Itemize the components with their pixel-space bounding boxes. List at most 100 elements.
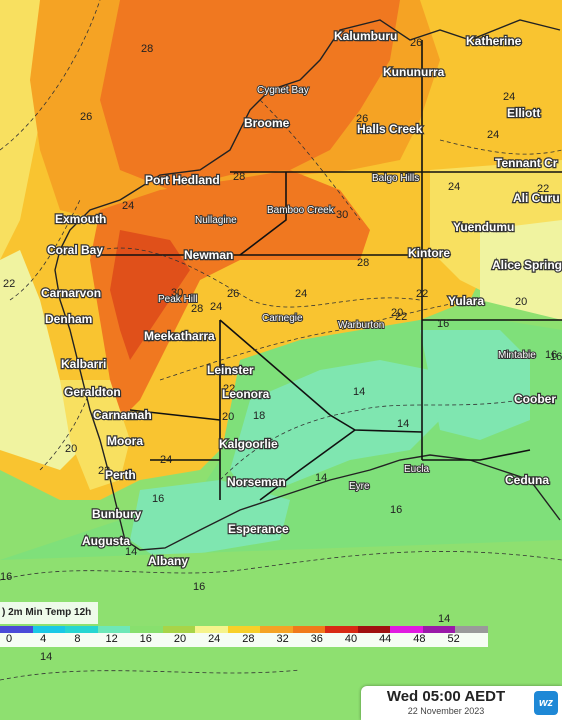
legend-swatch: [130, 626, 163, 633]
contour-label: 16: [152, 493, 164, 505]
legend-swatch: [227, 626, 261, 633]
contour-label: 14: [315, 472, 327, 484]
contour-label: 28: [191, 303, 203, 315]
town-label: Katherine: [466, 34, 522, 48]
legend-swatch: [390, 626, 423, 633]
town-label: Balgo Hills: [372, 173, 419, 184]
town-label: Broome: [244, 116, 290, 130]
town-label: Eyre: [349, 481, 370, 492]
legend-tick: 24: [208, 633, 221, 645]
town-label: Geraldton: [64, 385, 121, 399]
legend-swatch: [65, 626, 98, 633]
legend-tick: 8: [74, 633, 81, 645]
town-label: Port Hedland: [145, 173, 220, 187]
contour-label: 16: [550, 351, 562, 363]
town-label: Coober: [514, 392, 556, 406]
timestamp-box: Wed 05:00 AEDT 22 November 2023 wz: [361, 686, 562, 720]
contour-label: 22: [3, 278, 15, 290]
legend-swatch: [325, 626, 358, 633]
town-label: Coral Bay: [47, 243, 103, 257]
contour-label: 18: [253, 410, 265, 422]
timestamp-date: 22 November 2023: [407, 706, 485, 716]
timestamp-label: Wed 05:00 AEDT: [386, 688, 506, 705]
legend-swatch: [162, 626, 196, 633]
legend-tick: 48: [413, 633, 426, 645]
town-label: Carnegie: [262, 313, 303, 324]
town-label: Ceduna: [505, 473, 549, 487]
contour-label: 16: [545, 349, 557, 361]
legend-swatch: [32, 626, 66, 633]
legend-swatch: [260, 626, 293, 633]
contour-label: 26: [80, 111, 92, 123]
contour-label: 14: [438, 613, 450, 625]
town-label: Carnamah: [93, 408, 152, 422]
legend-tick: 44: [379, 633, 392, 645]
contour-label: 22: [98, 465, 110, 477]
town-label: Yulara: [448, 294, 484, 308]
town-label: Bunbury: [92, 507, 142, 521]
contour-label: 16: [437, 318, 449, 330]
contour-label: 20: [222, 411, 234, 423]
legend-tick: 20: [173, 633, 187, 645]
town-label: Esperance: [228, 522, 289, 536]
town-label: Carnarvon: [41, 286, 101, 300]
town-label: Meekatharra: [144, 329, 215, 343]
contour-label: 24: [503, 91, 515, 103]
town-label: Perth: [105, 468, 136, 482]
state-borders: [100, 40, 562, 501]
contour-label: 26: [227, 288, 239, 300]
contour-label: 22: [537, 183, 549, 195]
contour-label: 26: [356, 113, 368, 125]
legend-tick: 0: [5, 633, 13, 645]
legend: ) 2m Min Temp 12h 0 4 8 12 16 20 24 28 32 36 40 44 4…: [0, 601, 490, 647]
legend-swatch: [0, 626, 33, 633]
contour-label: 14: [353, 386, 365, 398]
contour-label: 24: [487, 129, 499, 141]
legend-swatch: [97, 626, 131, 633]
wz-logo-icon[interactable]: wz: [534, 691, 558, 715]
legend-tick: 4: [40, 633, 47, 645]
town-label: Bamboo Creek: [267, 205, 335, 216]
contour-label: 24: [122, 200, 134, 212]
contour-label: 16: [390, 504, 402, 516]
contour-label: 24: [448, 181, 460, 193]
contour-label: 30: [336, 209, 348, 221]
town-label: Cygnet Bay: [257, 85, 309, 96]
town-label: Peak Hill: [158, 294, 197, 305]
town-label: Newman: [184, 248, 233, 262]
legend-title: ) 2m Min Temp 12h: [0, 602, 98, 624]
town-label: Leinster: [207, 363, 254, 377]
legend-tick: 12: [105, 633, 118, 645]
town-label: Eucla: [404, 464, 429, 475]
town-label: Alice Spring: [492, 258, 562, 272]
legend-tick: 16: [139, 633, 152, 645]
town-label: Elliott: [507, 106, 540, 120]
town-label: Nullagine: [195, 215, 237, 226]
legend-swatch: [357, 626, 391, 633]
contour-labels: 28 26 24 26 26 24 28 22 24 24 30 28 22 2…: [0, 37, 562, 663]
contour-label: 28: [141, 43, 153, 55]
legend-tick: 28: [242, 633, 255, 645]
town-label: Kununurra: [383, 65, 445, 79]
contour-label: 14: [397, 418, 409, 430]
town-label: Warburton: [338, 320, 384, 331]
coastline: [54, 19, 561, 551]
legend-swatch: [455, 626, 488, 633]
legend-tick: 52: [447, 633, 460, 645]
contour-label: 14: [40, 651, 52, 663]
contour-label: 20: [391, 307, 403, 319]
town-label: Kalumburu: [334, 29, 397, 43]
contour-label: 24: [160, 454, 172, 466]
town-label: Augusta: [82, 534, 130, 548]
town-label: Norseman: [227, 475, 286, 489]
contour-label: 22: [223, 383, 235, 395]
town-label: Yuendumu: [453, 220, 514, 234]
contour-label: 28: [233, 171, 245, 183]
contour-label: 24: [295, 288, 307, 300]
contour-label: 24: [210, 301, 222, 313]
legend-colorbar: [0, 626, 488, 633]
legend-swatch: [195, 626, 228, 633]
legend-tick: 36: [310, 633, 323, 645]
